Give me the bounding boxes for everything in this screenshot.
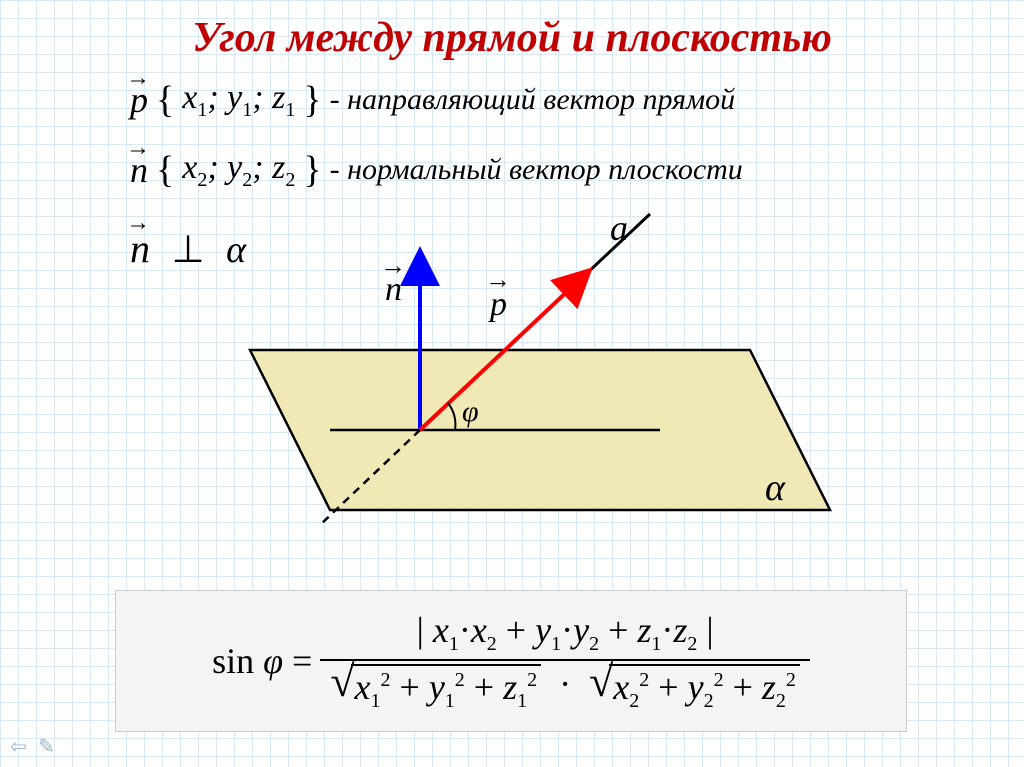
open-brace: { xyxy=(156,148,174,192)
close-brace: } xyxy=(303,148,321,192)
n-vector-definition: →n { x2; y2; z2 } - нормальный вектор пл… xyxy=(130,148,743,192)
label-phi: φ xyxy=(462,395,479,428)
label-a: a xyxy=(610,210,628,248)
svg-text:→: → xyxy=(380,251,406,280)
close-brace: } xyxy=(303,78,321,122)
formula-box: sin φ = | x1·x2 + y1·y2 + z1·z2 | √x12 +… xyxy=(115,590,907,732)
n-vector-symbol: →n xyxy=(130,149,148,191)
p-vector-definition: →p { x1; y1; z1 } - направляющий вектор … xyxy=(130,78,735,122)
formula-lhs: sin φ = xyxy=(212,640,312,682)
page-title: Угол между прямой и плоскостью xyxy=(0,14,1024,62)
n-description: - нормальный вектор плоскости xyxy=(330,153,743,187)
label-alpha: α xyxy=(765,467,786,509)
formula-numerator: | x1·x2 + y1·y2 + z1·z2 | xyxy=(407,607,724,658)
sine-formula: sin φ = | x1·x2 + y1·y2 + z1·z2 | √x12 +… xyxy=(212,607,810,714)
open-brace: { xyxy=(156,78,174,122)
geometry-diagram: n → p → a φ α xyxy=(190,210,870,580)
n-components: x2; y2; z2 xyxy=(182,149,295,192)
edit-icon[interactable]: ✎ xyxy=(38,734,55,759)
prev-arrow-icon[interactable]: ⇦ xyxy=(10,734,27,759)
p-description: - направляющий вектор прямой xyxy=(330,83,736,117)
p-vector-symbol: →p xyxy=(130,79,148,121)
formula-denominator: √x12 + y12 + z12 · √x22 + y22 + z22 xyxy=(320,661,810,715)
svg-text:→: → xyxy=(485,265,511,294)
p-components: x1; y1; z1 xyxy=(182,79,295,122)
